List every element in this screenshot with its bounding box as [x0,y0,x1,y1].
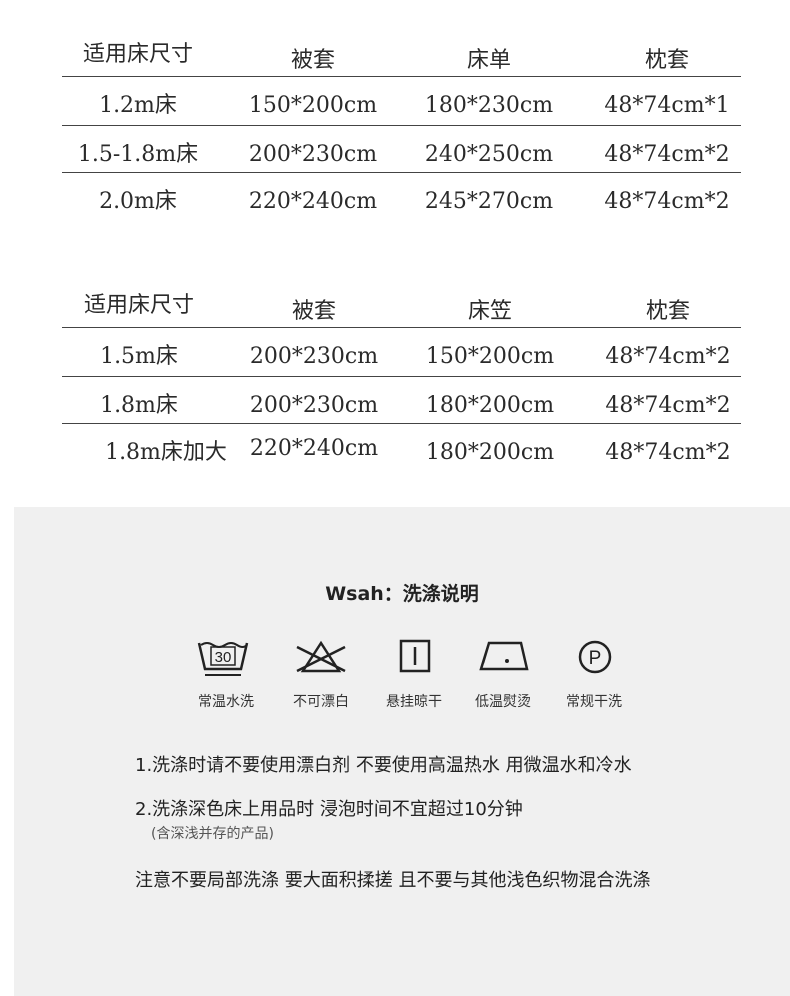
table-cell: 1.2m床 [99,93,177,118]
wash-title: Wsah：洗涤说明 [325,583,479,605]
table-cell: 180*230cm [424,93,554,118]
header-cell: 床单 [466,48,512,73]
header-cell: 枕套 [644,48,690,73]
svg-text:P: P [589,648,602,669]
no-bleach-icon [296,640,346,673]
table-cell: 220*240cm [248,189,378,214]
header-cell: 枕套 [645,299,691,324]
wash-note-2-sub: (含深浅并存的产品) [151,826,274,842]
table-cell: 48*74cm*2 [605,344,731,369]
table-cell: 2.0m床 [99,189,177,214]
table-cell: 150*200cm [425,344,555,369]
table-cell: 180*200cm [425,393,555,418]
dry-clean-icon: P [578,640,612,674]
icon-label: 不可漂白 [293,694,349,710]
table-row: 1.5m床 200*230cm 150*200cm 48*74cm*2 [62,328,741,377]
icon-label: 常规干洗 [566,694,622,710]
icon-label: 低温熨烫 [475,694,531,710]
table-cell: 48*74cm*2 [604,189,730,214]
table-cell: 240*250cm [424,142,554,167]
table-row: 1.2m床 150*200cm 180*230cm 48*74cm*1 [62,77,741,126]
table-cell: 1.8m床加大 [105,440,227,465]
table-cell: 200*230cm [249,344,379,369]
size-table-1: 适用床尺寸 被套 床单 枕套 1.2m床 150*200cm 180*230cm… [62,28,741,221]
table-row: 1.8m床 200*230cm 180*200cm 48*74cm*2 [62,377,741,424]
table-row: 2.0m床 220*240cm 245*270cm 48*74cm*2 [62,173,741,221]
table-cell: 1.5-1.8m床 [77,142,199,167]
header-cell: 被套 [291,299,337,324]
wash-instructions-panel: Wsah：洗涤说明 30 P 常温水洗 不可漂白 悬挂晾干 低温熨烫 常规干洗 … [14,507,790,996]
icon-label: 常温水洗 [198,694,254,710]
table-row: 1.5-1.8m床 200*230cm 240*250cm 48*74cm*2 [62,126,741,173]
table-cell: 200*230cm [248,142,378,167]
header-cell: 床笠 [467,299,513,324]
table-header: 适用床尺寸 被套 床笠 枕套 [62,279,741,328]
size-table-2: 适用床尺寸 被套 床笠 枕套 1.5m床 200*230cm 150*200cm… [62,279,741,472]
hang-dry-icon [399,639,431,673]
table-cell: 1.8m床 [100,393,178,418]
wash-note-2: 2.洗涤深色床上用品时 浸泡时间不宜超过10分钟 [135,799,523,820]
header-cell: 被套 [290,48,336,73]
table-row: 1.8m床加大 220*240cm 180*200cm 48*74cm*2 [62,424,741,472]
svg-text:30: 30 [215,649,232,666]
table-header: 适用床尺寸 被套 床单 枕套 [62,28,741,77]
table-cell: 180*200cm [425,440,555,465]
table-cell: 200*230cm [249,393,379,418]
wash-30-icon: 30 [197,642,249,676]
table-cell: 48*74cm*1 [604,93,730,118]
table-cell: 220*240cm [249,436,379,461]
table-cell: 48*74cm*2 [604,142,730,167]
table-cell: 48*74cm*2 [605,393,731,418]
table-cell: 1.5m床 [100,344,178,369]
icon-label: 悬挂晾干 [386,694,442,710]
header-cell: 适用床尺寸 [83,293,195,318]
low-iron-icon [479,641,529,671]
wash-note-3: 注意不要局部洗涤 要大面积揉搓 且不要与其他浅色织物混合洗涤 [135,870,651,891]
wash-note-1: 1.洗涤时请不要使用漂白剂 不要使用高温热水 用微温水和冷水 [135,755,632,776]
table-cell: 150*200cm [248,93,378,118]
table-cell: 48*74cm*2 [605,440,731,465]
header-cell: 适用床尺寸 [82,42,194,67]
table-cell: 245*270cm [424,189,554,214]
